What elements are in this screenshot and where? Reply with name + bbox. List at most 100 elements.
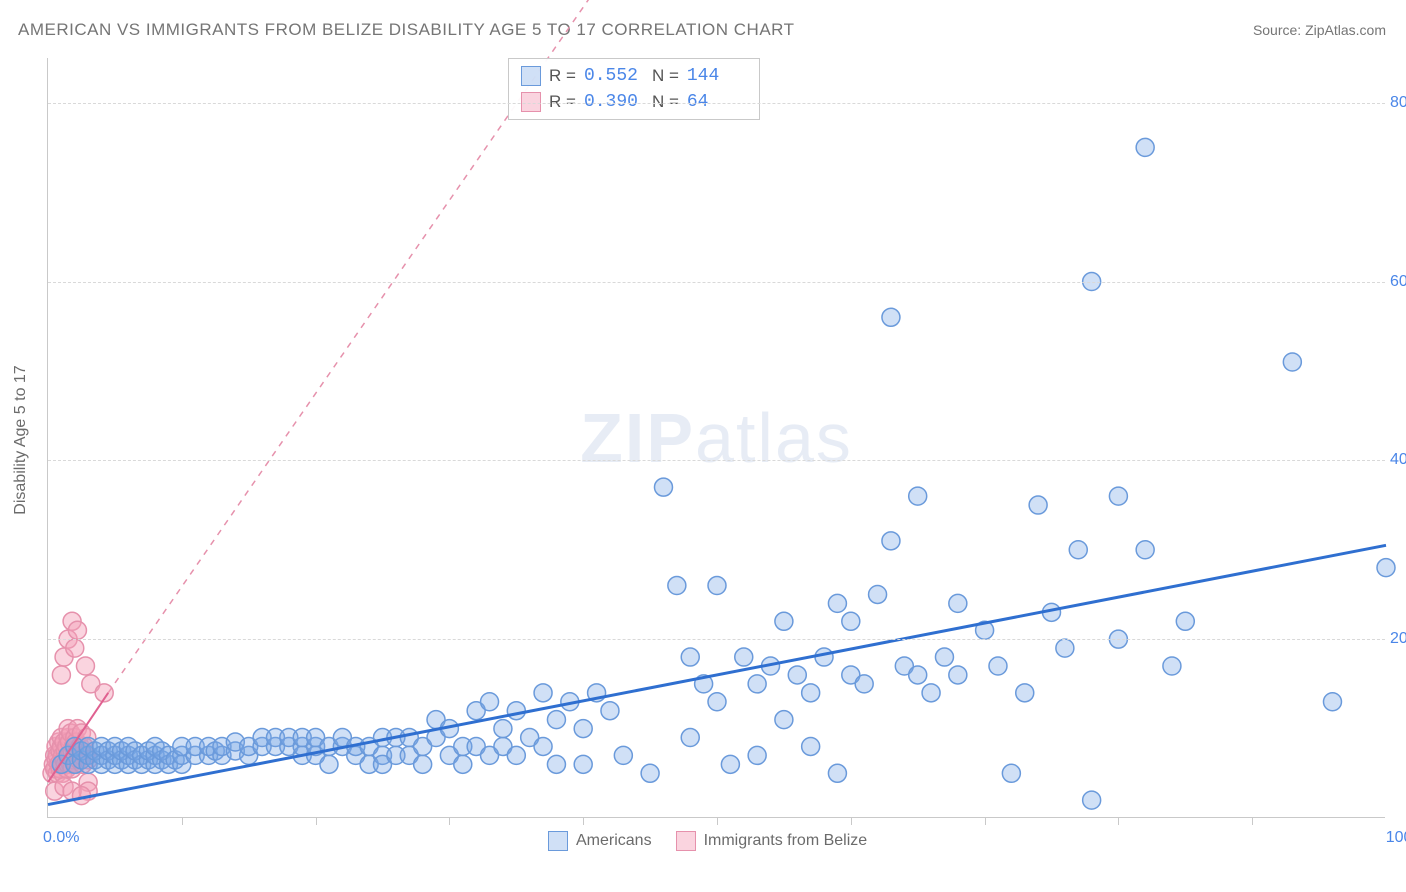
scatter-point-americans [681,729,699,747]
scatter-point-americans [1176,612,1194,630]
scatter-point-americans [534,684,552,702]
scatter-point-americans [507,702,525,720]
scatter-point-americans [788,666,806,684]
swatch-belize [676,831,696,851]
gridline-h [48,282,1385,283]
scatter-point-americans [748,675,766,693]
n-value-americans: 144 [687,66,747,86]
scatter-point-americans [494,720,512,738]
scatter-point-americans [1016,684,1034,702]
scatter-point-americans [869,585,887,603]
r-label: R = [549,66,576,86]
xtick [851,817,852,825]
xtick [1252,817,1253,825]
ytick-label: 60.0% [1390,273,1406,291]
ytick-label: 40.0% [1390,451,1406,469]
source-attribution: Source: ZipAtlas.com [1253,22,1386,38]
source-label: Source: [1253,22,1301,38]
scatter-point-americans [481,693,499,711]
scatter-point-americans [1029,496,1047,514]
scatter-point-americans [654,478,672,496]
scatter-point-americans [1163,657,1181,675]
scatter-point-belize [66,639,84,657]
scatter-point-americans [882,532,900,550]
scatter-point-americans [547,755,565,773]
scatter-point-americans [414,755,432,773]
r-value-americans: 0.552 [584,66,644,86]
scatter-point-americans [1377,559,1395,577]
legend-row-americans: R = 0.552 N = 144 [521,63,747,89]
scatter-point-americans [802,684,820,702]
scatter-point-americans [1056,639,1074,657]
scatter-point-americans [1283,353,1301,371]
scatter-point-americans [855,675,873,693]
xtick [985,817,986,825]
source-link[interactable]: ZipAtlas.com [1305,22,1386,38]
scatter-point-americans [574,755,592,773]
legend-label-americans: Americans [576,832,652,850]
scatter-point-americans [454,755,472,773]
scatter-point-americans [1069,541,1087,559]
scatter-point-belize [68,621,86,639]
scatter-svg [48,58,1385,817]
gridline-h [48,460,1385,461]
scatter-point-americans [1002,764,1020,782]
scatter-point-americans [1083,791,1101,809]
scatter-point-americans [775,612,793,630]
scatter-point-americans [1136,541,1154,559]
scatter-point-americans [601,702,619,720]
ytick-label: 80.0% [1390,94,1406,112]
scatter-point-americans [909,666,927,684]
gridline-h [48,103,1385,104]
scatter-point-americans [828,594,846,612]
legend-item-americans: Americans [548,831,652,851]
x-min-label: 0.0% [43,829,79,847]
scatter-point-americans [534,737,552,755]
scatter-point-belize [76,657,94,675]
scatter-point-americans [1323,693,1341,711]
ytick-label: 20.0% [1390,630,1406,648]
scatter-point-americans [909,487,927,505]
chart-plot-area: ZIPatlas R = 0.552 N = 144 R = 0.390 N =… [47,58,1385,818]
y-axis-label: Disability Age 5 to 17 [12,365,30,514]
scatter-point-americans [614,746,632,764]
scatter-point-americans [882,308,900,326]
scatter-point-americans [708,693,726,711]
scatter-point-americans [989,657,1007,675]
scatter-point-americans [815,648,833,666]
scatter-point-americans [748,746,766,764]
scatter-point-americans [574,720,592,738]
scatter-point-americans [842,612,860,630]
scatter-point-americans [681,648,699,666]
legend-item-belize: Immigrants from Belize [676,831,868,851]
scatter-point-americans [507,746,525,764]
scatter-point-americans [708,577,726,595]
xtick [583,817,584,825]
xtick [449,817,450,825]
scatter-point-americans [802,737,820,755]
xtick [182,817,183,825]
xtick [717,817,718,825]
correlation-legend: R = 0.552 N = 144 R = 0.390 N = 64 [508,58,760,120]
gridline-h [48,639,1385,640]
legend-label-belize: Immigrants from Belize [704,832,868,850]
scatter-point-americans [721,755,739,773]
scatter-point-americans [828,764,846,782]
scatter-point-americans [949,666,967,684]
scatter-point-americans [641,764,659,782]
swatch-americans [548,831,568,851]
scatter-point-americans [320,755,338,773]
scatter-point-americans [775,711,793,729]
scatter-point-americans [1109,487,1127,505]
x-max-label: 100.0% [1386,829,1406,847]
scatter-point-americans [1136,138,1154,156]
series-legend: Americans Immigrants from Belize [548,831,867,851]
xtick [316,817,317,825]
scatter-point-americans [922,684,940,702]
scatter-point-americans [668,577,686,595]
chart-title: AMERICAN VS IMMIGRANTS FROM BELIZE DISAB… [18,20,795,40]
scatter-point-americans [547,711,565,729]
scatter-point-belize [52,666,70,684]
scatter-point-americans [935,648,953,666]
scatter-point-americans [949,594,967,612]
